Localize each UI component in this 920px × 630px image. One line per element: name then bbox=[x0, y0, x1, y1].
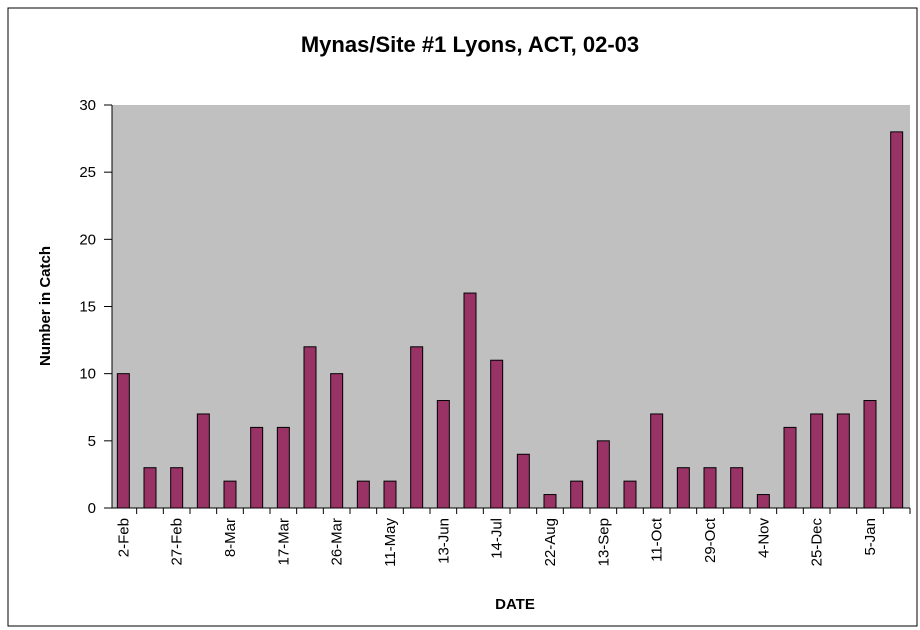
x-tick-label: 11-Oct bbox=[649, 517, 666, 562]
bar bbox=[436, 400, 450, 509]
bar bbox=[356, 480, 370, 509]
y-tick-label: 0 bbox=[88, 500, 96, 517]
bar bbox=[223, 480, 237, 509]
bar bbox=[303, 346, 317, 509]
y-axis-label: Number in Catch bbox=[37, 246, 54, 366]
bar bbox=[676, 467, 690, 509]
bar bbox=[623, 480, 637, 509]
y-tick-label: 30 bbox=[79, 97, 96, 114]
bar bbox=[783, 426, 797, 509]
y-tick-label: 20 bbox=[79, 231, 96, 248]
x-tick-label: 27-Feb bbox=[169, 518, 186, 566]
x-tick-label: 29-Oct bbox=[702, 517, 719, 563]
y-tick-label: 15 bbox=[79, 299, 96, 316]
bar bbox=[543, 494, 557, 509]
bar bbox=[143, 467, 157, 509]
bar bbox=[810, 413, 824, 509]
x-tick-label: 11-May bbox=[382, 518, 399, 567]
bar bbox=[410, 346, 424, 509]
bar bbox=[863, 400, 877, 509]
x-tick-label: 26-Mar bbox=[329, 518, 346, 566]
bar bbox=[836, 413, 850, 509]
x-tick-label: 25-Dec bbox=[809, 518, 826, 567]
x-tick-label: 2-Feb bbox=[115, 518, 132, 557]
bar bbox=[196, 413, 210, 509]
bar bbox=[276, 426, 290, 509]
bar bbox=[650, 413, 664, 509]
bar bbox=[516, 453, 530, 509]
bar bbox=[170, 467, 184, 509]
y-tick-label: 10 bbox=[79, 366, 96, 383]
bar bbox=[890, 131, 904, 509]
bar bbox=[490, 359, 504, 509]
x-tick-label: 17-Mar bbox=[275, 518, 292, 566]
bar bbox=[250, 426, 264, 509]
x-tick-label: 8-Mar bbox=[222, 518, 239, 557]
bar bbox=[116, 373, 130, 509]
bar bbox=[463, 292, 477, 509]
bar bbox=[330, 373, 344, 509]
bar bbox=[730, 467, 744, 509]
x-tick-label: 13-Jun bbox=[435, 518, 452, 564]
bar bbox=[756, 494, 770, 509]
bar bbox=[383, 480, 397, 509]
x-tick-label: 4-Nov bbox=[755, 518, 772, 559]
y-tick-label: 5 bbox=[88, 433, 96, 450]
plot-area bbox=[112, 105, 910, 508]
x-tick-label: 22-Aug bbox=[542, 518, 559, 566]
chart-title: Mynas/Site #1 Lyons, ACT, 02-03 bbox=[301, 32, 639, 57]
x-tick-label: 5-Jan bbox=[862, 518, 879, 556]
bar bbox=[570, 480, 584, 509]
bar bbox=[596, 440, 610, 509]
bar bbox=[703, 467, 717, 509]
y-tick-label: 25 bbox=[79, 164, 96, 181]
x-tick-label: 14-Jul bbox=[489, 518, 506, 559]
x-axis-label: DATE bbox=[495, 596, 535, 613]
x-tick-label: 13-Sep bbox=[595, 518, 612, 566]
